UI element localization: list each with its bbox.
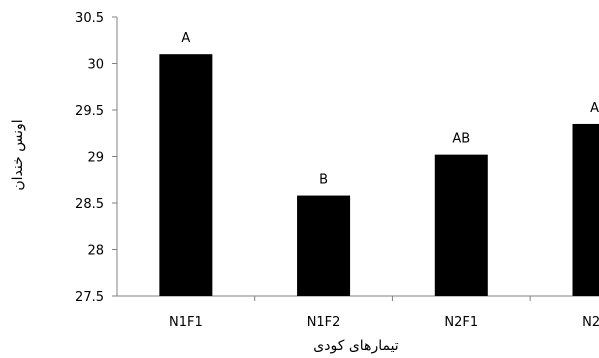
y-tick-label: 29.5 — [75, 104, 104, 119]
y-axis: 27.5 28 28.5 29 29.5 30 30.5 — [75, 11, 118, 305]
bar-data-label: AB — [452, 132, 470, 147]
bar — [434, 154, 488, 296]
bar — [297, 195, 351, 296]
bar-data-label: A — [181, 31, 190, 46]
bar — [159, 54, 213, 297]
data-labels: ABABAB — [181, 31, 599, 187]
y-axis-title: اونس خندان — [10, 119, 26, 190]
bar-data-label: B — [319, 173, 328, 188]
bar-data-label: AB — [590, 101, 599, 116]
y-tick-label: 29 — [87, 151, 104, 166]
bars — [159, 54, 599, 297]
x-tick-label: N2F1 — [444, 315, 478, 330]
y-tick-label: 28.5 — [75, 197, 104, 212]
x-tick-label: N1F2 — [307, 315, 341, 330]
y-tick-label: 30 — [87, 58, 104, 73]
y-tick-label: 28 — [87, 244, 104, 259]
y-tick-label: 27.5 — [75, 290, 104, 305]
y-tick-label: 30.5 — [75, 11, 104, 26]
x-axis-title: تیمارهای کودی — [313, 338, 398, 354]
x-tick-label: N2F2 — [582, 315, 599, 330]
bar — [572, 123, 599, 296]
x-tick-label: N1F1 — [169, 315, 203, 330]
x-axis: N1F1 N1F2 N2F1 N2F2 — [117, 295, 599, 330]
